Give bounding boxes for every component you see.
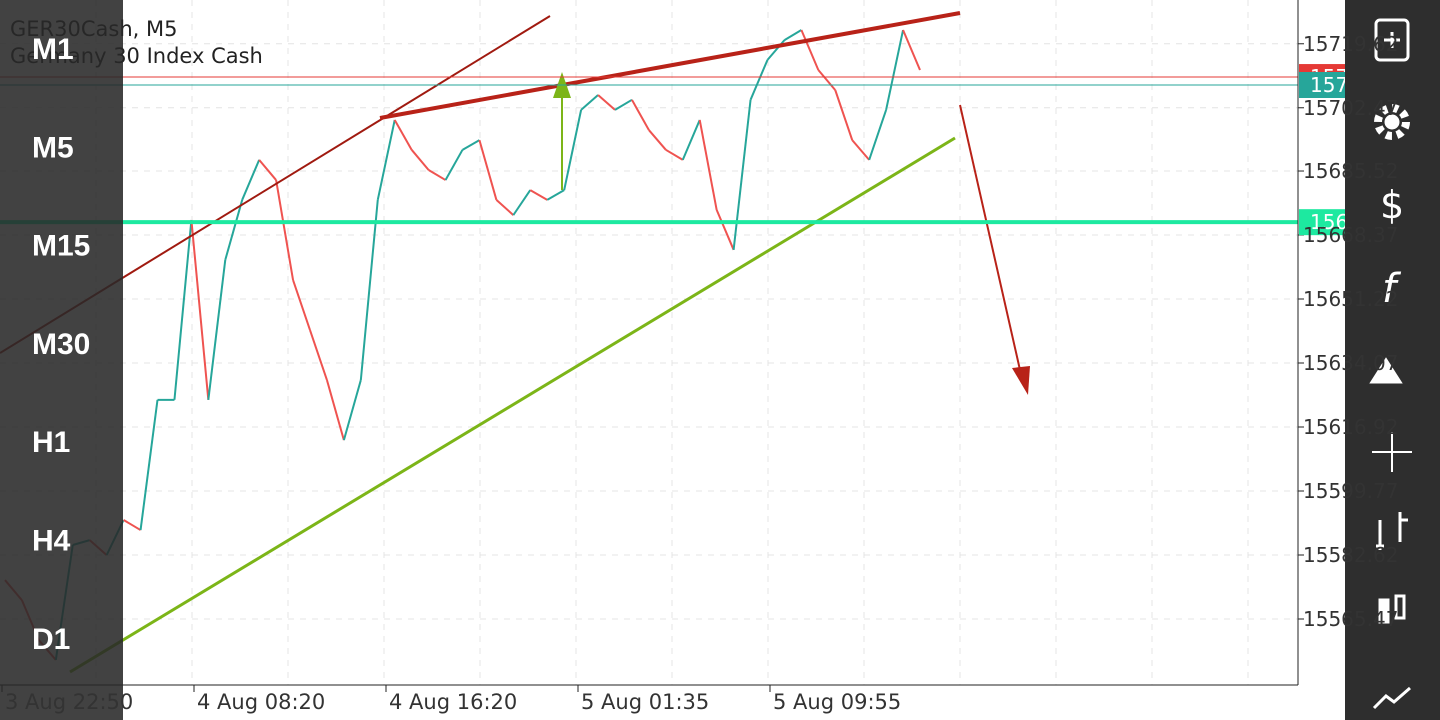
price-segment <box>580 94 599 111</box>
y-tick-label: 15719.62 <box>1303 32 1398 56</box>
timeframe-list: M1 M5 M15 M30 H1 H4 D1 <box>32 33 90 656</box>
timeframe-button[interactable]: H1 <box>32 426 70 459</box>
price-segment <box>207 259 227 400</box>
price-segment <box>275 179 295 281</box>
settings-icon[interactable] <box>1374 104 1410 140</box>
price-segment <box>665 148 684 161</box>
price-segment <box>902 29 921 71</box>
price-segment <box>359 199 379 381</box>
price-segment <box>428 169 447 181</box>
timeframe-button[interactable]: M1 <box>32 33 74 66</box>
crosshair-icon[interactable] <box>1372 432 1412 472</box>
y-tick-label: 15668.37 <box>1303 223 1398 247</box>
grid <box>0 0 1304 692</box>
price-segment <box>698 119 718 211</box>
price-segment <box>546 189 565 201</box>
bars-icon[interactable] <box>1376 512 1408 550</box>
price-segment <box>173 219 193 400</box>
timeframe-button[interactable]: M30 <box>32 328 90 361</box>
price-segment <box>597 94 616 111</box>
x-tick-label: 4 Aug 08:20 <box>197 690 325 714</box>
timeframe-button[interactable]: H4 <box>32 525 71 558</box>
timeframe-button[interactable]: M5 <box>32 131 74 164</box>
x-tick-label: 3 Aug 22:50 <box>5 690 133 714</box>
price-segment <box>783 29 802 41</box>
price-segment <box>648 129 667 151</box>
price-segment <box>529 189 548 201</box>
price-series <box>4 29 921 661</box>
y-tick-label: 15651.22 <box>1303 287 1398 311</box>
price-segment <box>851 139 870 161</box>
price-segment <box>123 519 142 531</box>
objects-icon[interactable] <box>1369 357 1403 384</box>
price-segment <box>190 219 210 400</box>
price-segment <box>631 99 650 131</box>
price-segment <box>749 59 769 101</box>
line-icon[interactable] <box>1372 686 1411 710</box>
price-segment <box>614 98 633 111</box>
price-segment <box>732 99 752 250</box>
price-segment <box>478 139 498 201</box>
new-order-icon[interactable] <box>1374 18 1410 62</box>
timeframe-button[interactable]: D1 <box>32 623 70 656</box>
price-segment <box>342 379 362 441</box>
price-segment <box>495 199 515 216</box>
arrow <box>959 104 1021 371</box>
price-segment <box>817 69 837 91</box>
price-segment <box>868 109 888 161</box>
trend-line <box>379 11 961 120</box>
timeframe-button[interactable]: M15 <box>32 230 90 263</box>
y-tick-label: 15565.47 <box>1303 607 1398 631</box>
arrow-head <box>1012 366 1030 395</box>
timeframe-panel <box>0 0 123 720</box>
price-segment <box>512 189 532 216</box>
y-tick-label: 15685.52 <box>1303 159 1398 183</box>
y-tick-label: 15616.92 <box>1303 415 1398 439</box>
y-tick-label: 15634.07 <box>1303 351 1398 375</box>
y-tick-label: 15599.77 <box>1303 479 1398 503</box>
price-segment <box>376 119 396 201</box>
price-segment <box>444 149 464 181</box>
price-segment <box>292 279 311 331</box>
price-segment <box>885 29 905 111</box>
x-tick-label: 5 Aug 09:55 <box>773 690 901 714</box>
price-segment <box>834 89 854 141</box>
price-segment <box>681 119 701 161</box>
y-tick-label: 15702.47 <box>1303 96 1398 120</box>
candles-icon[interactable] <box>1378 598 1390 624</box>
price-segment <box>309 329 328 381</box>
price-segment <box>563 109 583 191</box>
trade-icon[interactable]: $ <box>1380 183 1404 227</box>
price-segment <box>715 209 735 251</box>
price-segment <box>241 159 261 201</box>
price-segment <box>800 29 820 71</box>
price-segment <box>258 159 277 181</box>
price-segment <box>393 119 413 151</box>
x-tick-label: 4 Aug 16:20 <box>389 690 517 714</box>
price-segment <box>224 199 244 261</box>
trend-line <box>69 136 956 674</box>
price-segment <box>139 399 159 531</box>
y-tick-label: 15582.62 <box>1303 543 1398 567</box>
x-tick-label: 5 Aug 01:35 <box>581 690 709 714</box>
price-segment <box>325 379 345 441</box>
price-segment <box>462 139 480 151</box>
price-segment <box>410 149 430 171</box>
